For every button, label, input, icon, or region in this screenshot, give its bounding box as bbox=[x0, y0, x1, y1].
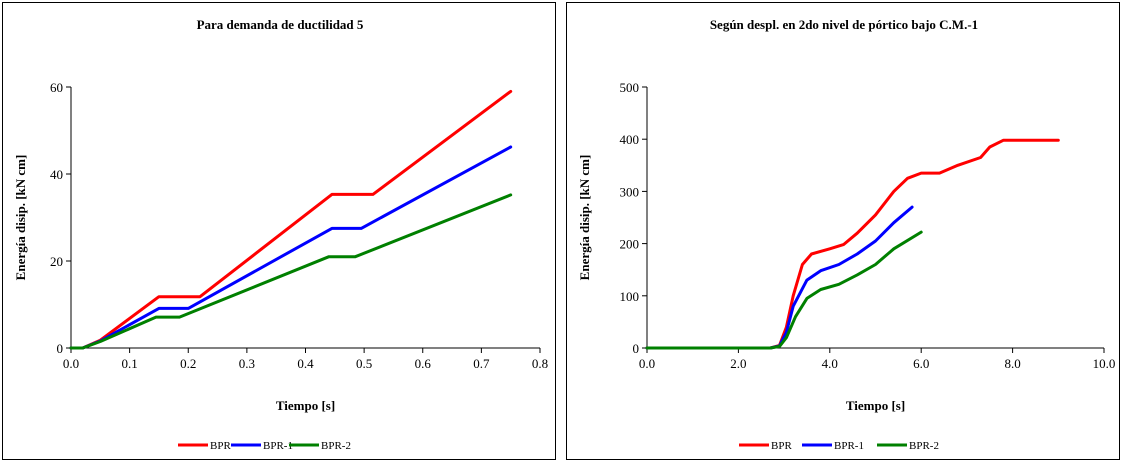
chart-title: Según despl. en 2do nivel de pórtico baj… bbox=[710, 17, 978, 32]
y-tick-label: 0 bbox=[57, 341, 64, 356]
x-tick-label: 0.5 bbox=[356, 356, 372, 371]
x-tick-label: 4.0 bbox=[822, 356, 838, 371]
x-tick-label: 6.0 bbox=[913, 356, 929, 371]
legend-label-bpr: BPR bbox=[771, 440, 792, 452]
x-tick-label: 0.8 bbox=[532, 356, 548, 371]
x-tick-label: 0.2 bbox=[180, 356, 196, 371]
chart-panel-displacement: Según despl. en 2do nivel de pórtico baj… bbox=[566, 2, 1120, 460]
chart-panel-ductility: Para demanda de ductilidad 5 0 20 40 60 0.0 0.… bbox=[2, 2, 556, 460]
x-axis-title: Tiempo [s] bbox=[846, 398, 905, 413]
chart-displacement-svg: Según despl. en 2do nivel de pórtico baj… bbox=[577, 17, 1116, 452]
y-tick-label: 60 bbox=[50, 80, 63, 95]
x-tick-label: 0.3 bbox=[239, 356, 255, 371]
chart-ductility-svg: Para demanda de ductilidad 5 0 20 40 60 0.0 0.… bbox=[13, 17, 548, 452]
x-tick-label: 0.0 bbox=[63, 356, 79, 371]
legend-label-bpr-1: BPR-1 bbox=[834, 440, 864, 452]
y-tick-label: 100 bbox=[620, 289, 640, 304]
y-tick-label: 40 bbox=[50, 167, 63, 182]
y-axis-title: Energía disip. [kN cm] bbox=[577, 155, 592, 281]
x-tick-label: 8.0 bbox=[1004, 356, 1020, 371]
series-line-bpr-1 bbox=[645, 205, 914, 350]
x-tick-label: 0.1 bbox=[122, 356, 138, 371]
x-tick-label: 0.0 bbox=[639, 356, 655, 371]
series-line-bpr-2 bbox=[69, 193, 513, 350]
legend-label-bpr-2: BPR-2 bbox=[909, 440, 939, 452]
y-tick-label: 300 bbox=[620, 184, 640, 199]
series-line-bpr-1 bbox=[69, 145, 513, 350]
series-line-bpr-2 bbox=[645, 230, 923, 350]
x-axis-title: Tiempo [s] bbox=[276, 398, 335, 413]
y-tick-label: 0 bbox=[633, 341, 640, 356]
y-tick-label: 200 bbox=[620, 237, 640, 252]
x-tick-label: 0.4 bbox=[297, 356, 314, 371]
x-tick-label: 0.7 bbox=[473, 356, 490, 371]
y-axis-title: Energía disip. [kN cm] bbox=[13, 155, 28, 281]
x-tick-label: 0.6 bbox=[415, 356, 432, 371]
series-line-bpr bbox=[645, 138, 1060, 350]
legend-label-bpr: BPR bbox=[210, 440, 231, 452]
y-tick-label: 400 bbox=[620, 132, 640, 147]
y-tick-label: 500 bbox=[620, 80, 640, 95]
chart-title: Para demanda de ductilidad 5 bbox=[197, 17, 364, 32]
legend-label-bpr-2: BPR-2 bbox=[321, 440, 351, 452]
legend-label-bpr-1: BPR-1 bbox=[263, 440, 293, 452]
x-tick-label: 2.0 bbox=[730, 356, 746, 371]
y-tick-label: 20 bbox=[50, 254, 63, 269]
x-tick-label: 10.0 bbox=[1093, 356, 1116, 371]
